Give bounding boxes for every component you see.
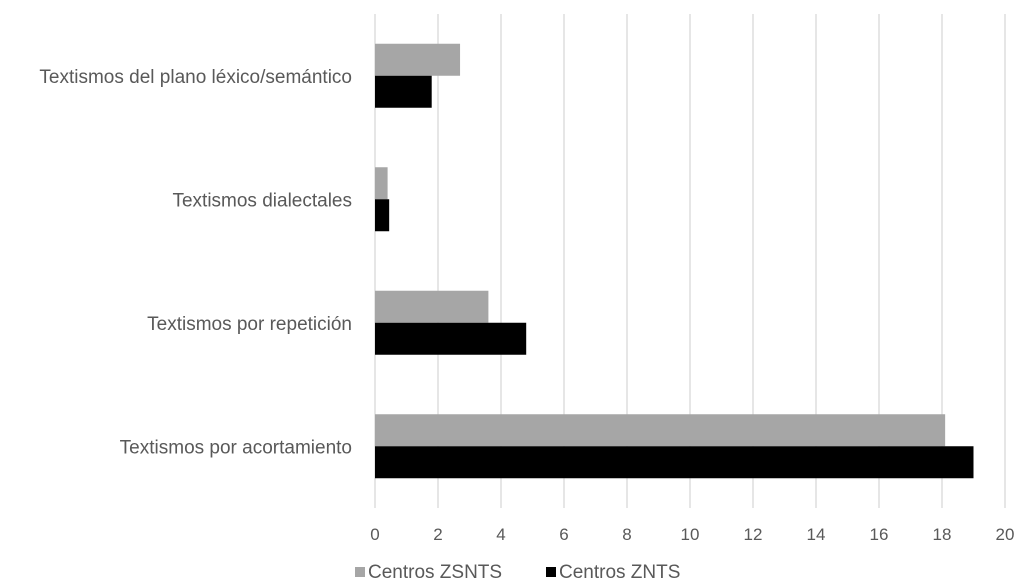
legend-label: Centros ZNTS	[559, 562, 680, 583]
bar-centros-zsnts-textismos-por-repeticion	[375, 290, 489, 323]
x-tick-label: 10	[681, 525, 700, 544]
legend-swatch-centros-zsnts	[355, 567, 365, 577]
x-tick-label: 14	[807, 525, 826, 544]
category-label: Textismos por repetición	[147, 314, 352, 335]
x-tick-label: 16	[870, 525, 889, 544]
bar-centros-zsnts-textismos-dialectales	[375, 167, 388, 200]
x-tick-label: 8	[622, 525, 631, 544]
bar-centros-znts-textismos-dialectales	[375, 199, 390, 232]
category-label: Textismos dialectales	[172, 190, 352, 211]
bars	[375, 43, 974, 479]
x-tick-label: 4	[496, 525, 505, 544]
bar-centros-znts-textismos-del-plano-lexico-semantico	[375, 75, 432, 108]
legend: Centros ZSNTS Centros ZNTS	[355, 562, 680, 583]
legend-swatch-centros-znts	[546, 567, 556, 577]
legend-label: Centros ZSNTS	[368, 562, 502, 583]
x-tick-label: 18	[933, 525, 952, 544]
x-tick-label: 2	[433, 525, 442, 544]
x-tick-label: 12	[744, 525, 763, 544]
category-labels: Textismos del plano léxico/semántico Text…	[39, 67, 352, 459]
bar-centros-zsnts-textismos-por-acortamiento	[375, 414, 946, 447]
category-label: Textismos del plano léxico/semántico	[39, 67, 352, 88]
x-tick-label: 6	[559, 525, 568, 544]
x-axis-tick-labels: 0 2 4 6 8 10 12 14 16 18 20	[370, 525, 1014, 544]
x-tick-label: 0	[370, 525, 379, 544]
bar-centros-znts-textismos-por-repeticion	[375, 322, 527, 355]
category-label: Textismos por acortamiento	[120, 437, 352, 458]
bar-centros-znts-textismos-por-acortamiento	[375, 446, 974, 479]
x-tick-label: 20	[996, 525, 1015, 544]
bar-centros-zsnts-textismos-del-plano-lexico-semantico	[375, 43, 461, 76]
